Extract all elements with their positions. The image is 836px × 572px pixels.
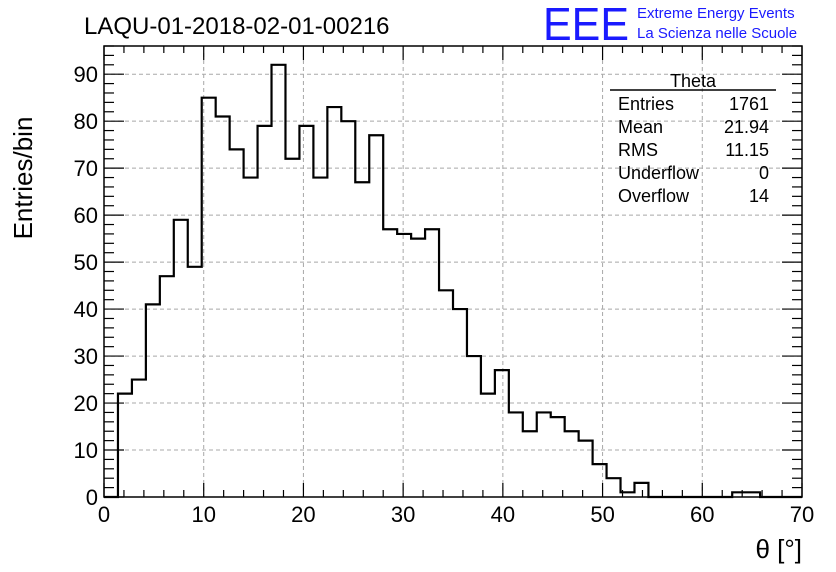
y-tick-label: 90 [74,62,98,87]
x-tick-label: 70 [790,502,814,527]
stats-row-label: Mean [618,117,663,137]
logo-line1: Extreme Energy Events [637,5,795,22]
histogram-bars [104,63,802,499]
stats-row-label: RMS [618,140,658,160]
stats-row-value: 21.94 [724,117,769,137]
stats-row-label: Overflow [618,186,690,206]
x-axis-title: θ [°] [755,534,802,564]
grid-lines [104,46,802,497]
stats-row-value: 1761 [729,94,769,114]
x-tick-label: 20 [291,502,315,527]
x-tick-label: 10 [191,502,215,527]
x-tick-label: 50 [590,502,614,527]
stats-row-value: 0 [759,163,769,183]
stats-rows: Entries 1761 Mean 21.94 RMS 11.15 Underflow 0 Ov… [618,94,769,206]
stats-box-name: Theta [670,71,717,91]
x-tick-label: 60 [690,502,714,527]
chart-title: LAQU-01-2018-02-01-00216 [84,13,390,40]
x-tick-label: 30 [391,502,415,527]
y-tick-label: 20 [74,391,98,416]
x-tick-label: 0 [98,502,110,527]
y-tick-label: 40 [74,297,98,322]
histogram-outline [104,63,802,499]
stats-row-label: Entries [618,94,674,114]
y-tick-label: 50 [74,250,98,275]
eee-logo: EEE Extreme Energy Events La Scienza nel… [543,0,797,50]
y-tick-label: 60 [74,203,98,228]
stats-row-label: Underflow [618,163,700,183]
x-tick-label: 40 [491,502,515,527]
y-tick-label: 0 [86,485,98,510]
stats-box: Theta Entries 1761 Mean 21.94 RMS 11.15 Underf… [610,71,776,206]
logo-mark: EEE [543,0,629,50]
stats-row-value: 14 [749,186,769,206]
tick-labels: 0 10 20 30 40 50 60 70 0 10 20 30 40 50 60 70 80 90 [74,62,815,527]
logo-line2: La Scienza nelle Scuole [637,25,797,42]
axis-ticks [103,45,803,498]
y-tick-label: 10 [74,438,98,463]
y-tick-label: 30 [74,344,98,369]
stats-row-value: 11.15 [725,140,769,160]
y-axis-title: Entries/bin [8,117,38,240]
y-tick-label: 80 [74,109,98,134]
y-tick-label: 70 [74,156,98,181]
